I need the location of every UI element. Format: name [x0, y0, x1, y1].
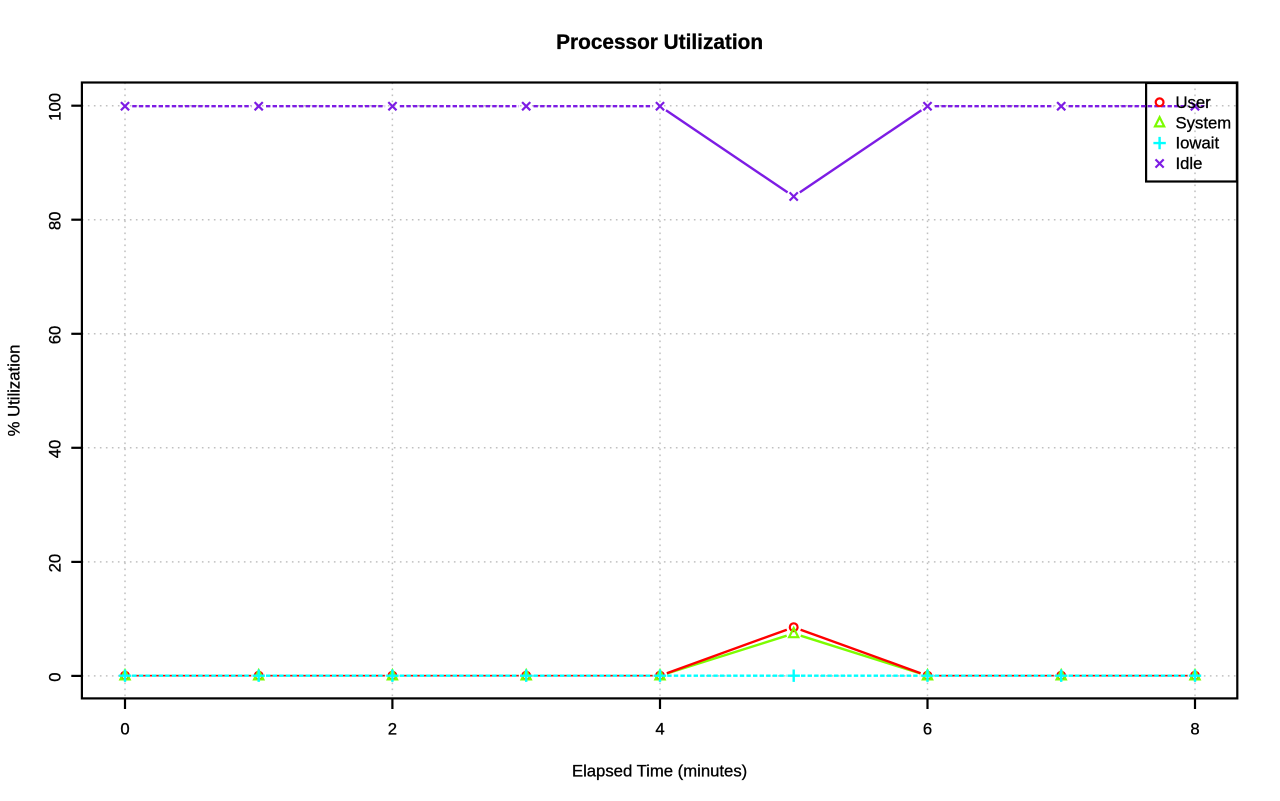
- svg-text:80: 80: [46, 212, 65, 231]
- svg-text:Iowait: Iowait: [1176, 134, 1220, 153]
- svg-text:% Utilization: % Utilization: [4, 345, 23, 437]
- svg-text:System: System: [1176, 113, 1232, 132]
- svg-text:Processor Utilization: Processor Utilization: [556, 31, 763, 54]
- svg-text:Idle: Idle: [1176, 154, 1203, 173]
- svg-text:0: 0: [120, 719, 129, 738]
- svg-text:8: 8: [1190, 719, 1199, 738]
- svg-text:40: 40: [46, 440, 65, 459]
- svg-text:6: 6: [923, 719, 932, 738]
- svg-text:60: 60: [46, 326, 65, 345]
- svg-text:20: 20: [46, 554, 65, 573]
- svg-text:2: 2: [388, 719, 397, 738]
- svg-text:User: User: [1176, 93, 1212, 112]
- svg-text:Elapsed Time (minutes): Elapsed Time (minutes): [572, 762, 747, 781]
- svg-text:4: 4: [655, 719, 664, 738]
- svg-text:100: 100: [46, 93, 65, 121]
- svg-text:0: 0: [46, 672, 65, 681]
